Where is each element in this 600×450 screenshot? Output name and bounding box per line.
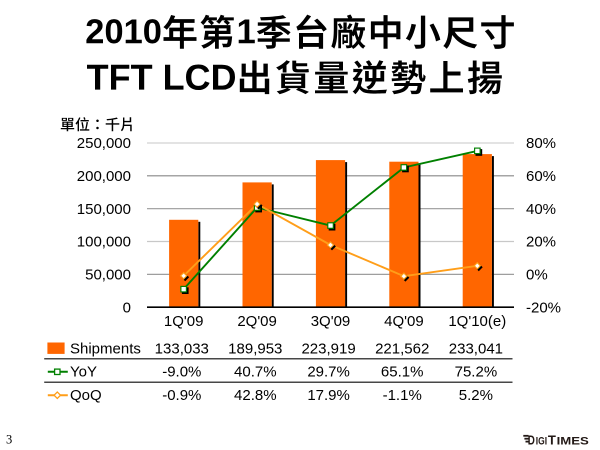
svg-text:100,000: 100,000 (77, 234, 131, 251)
svg-text:133,033: 133,033 (155, 340, 209, 357)
svg-text:75.2%: 75.2% (455, 363, 498, 380)
svg-text:YoY: YoY (70, 363, 97, 380)
svg-text:IMES: IMES (557, 435, 590, 447)
svg-text:223,919: 223,919 (301, 340, 355, 357)
svg-text:5.2%: 5.2% (459, 387, 493, 404)
svg-text:20%: 20% (526, 234, 556, 251)
svg-text:189,953: 189,953 (228, 340, 282, 357)
svg-text:0: 0 (123, 299, 131, 316)
svg-text:QoQ: QoQ (70, 387, 102, 404)
svg-text:200,000: 200,000 (77, 168, 131, 185)
svg-text:T: T (548, 432, 556, 447)
svg-text:IGI: IGI (536, 435, 547, 447)
svg-text:40.7%: 40.7% (234, 363, 277, 380)
svg-text:65.1%: 65.1% (381, 363, 424, 380)
svg-text:2Q'09: 2Q'09 (237, 313, 277, 330)
svg-text:150,000: 150,000 (77, 201, 131, 218)
svg-text:233,041: 233,041 (449, 340, 503, 357)
svg-text:-20%: -20% (526, 299, 561, 316)
svg-text:3Q'09: 3Q'09 (311, 313, 351, 330)
svg-text:4Q'09: 4Q'09 (384, 313, 424, 330)
svg-text:-1.1%: -1.1% (383, 387, 422, 404)
svg-text:3: 3 (6, 433, 12, 447)
svg-text:50,000: 50,000 (85, 267, 131, 284)
svg-text:D: D (528, 432, 535, 447)
svg-text:250,000: 250,000 (77, 135, 131, 152)
svg-text:17.9%: 17.9% (307, 387, 350, 404)
svg-text:60%: 60% (526, 168, 556, 185)
svg-text:29.7%: 29.7% (307, 363, 350, 380)
svg-text:-0.9%: -0.9% (162, 387, 201, 404)
svg-text:Shipments: Shipments (70, 340, 141, 357)
svg-text:40%: 40% (526, 201, 556, 218)
svg-text:221,562: 221,562 (375, 340, 429, 357)
svg-text:1Q'10(e): 1Q'10(e) (448, 313, 506, 330)
svg-text:0%: 0% (526, 267, 548, 284)
svg-text:80%: 80% (526, 135, 556, 152)
svg-text:-9.0%: -9.0% (162, 363, 201, 380)
svg-text:42.8%: 42.8% (234, 387, 277, 404)
svg-text:1Q'09: 1Q'09 (164, 313, 204, 330)
